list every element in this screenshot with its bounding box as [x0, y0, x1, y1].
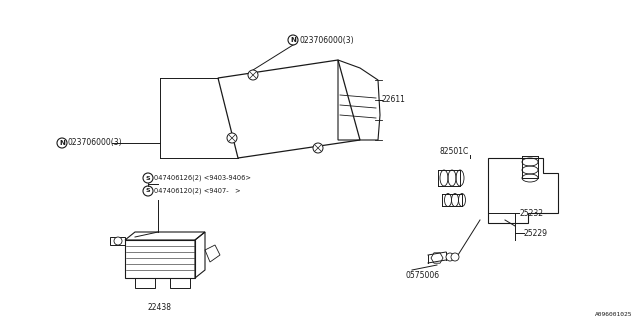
Text: 0575006: 0575006 — [405, 270, 439, 279]
Text: N: N — [59, 140, 65, 146]
Text: 22438: 22438 — [148, 303, 172, 313]
Circle shape — [451, 253, 459, 261]
Text: 047406126(2) <9403-9406>: 047406126(2) <9403-9406> — [154, 175, 251, 181]
Text: N: N — [290, 37, 296, 43]
Circle shape — [313, 143, 323, 153]
Text: 25232: 25232 — [519, 209, 543, 218]
Text: 82501C: 82501C — [440, 148, 469, 156]
Circle shape — [227, 133, 237, 143]
Text: A096001025: A096001025 — [595, 311, 632, 316]
Text: 22611: 22611 — [382, 95, 406, 105]
Text: 047406120(2) <9407-   >: 047406120(2) <9407- > — [154, 188, 241, 194]
Text: 023706000(3): 023706000(3) — [68, 139, 123, 148]
Text: 25229: 25229 — [524, 228, 548, 237]
Circle shape — [248, 70, 258, 80]
Text: S: S — [146, 188, 150, 194]
Text: 023706000(3): 023706000(3) — [299, 36, 354, 44]
Circle shape — [446, 253, 454, 261]
Text: S: S — [146, 175, 150, 180]
Circle shape — [114, 237, 122, 245]
